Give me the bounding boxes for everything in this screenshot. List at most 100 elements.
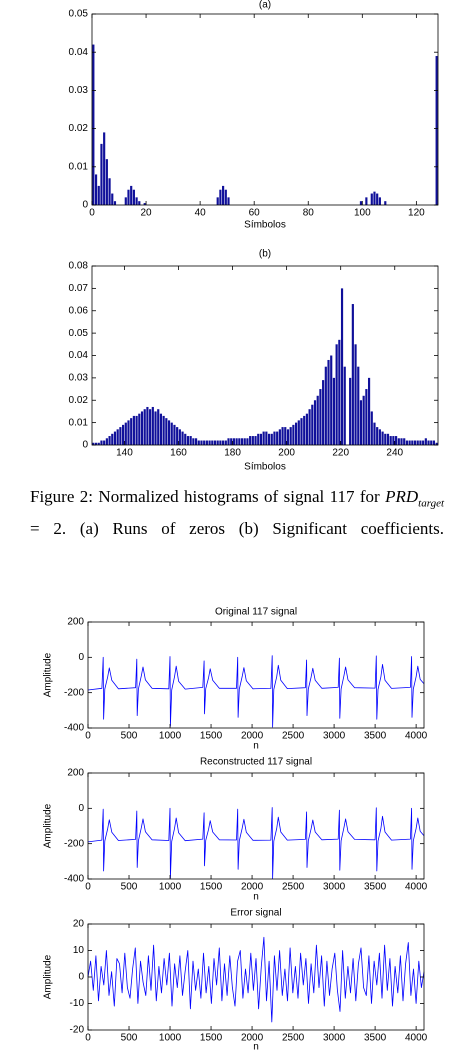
bar [419,440,422,445]
y-tick-label: 200 [67,768,84,779]
x-axis-label: Símbolos [244,462,286,473]
x-tick-label: 80 [303,208,315,219]
bar [359,400,363,445]
x-tick-label: 160 [170,448,187,459]
bar [267,433,271,445]
y-axis-label: Amplitude [43,652,54,697]
bar [295,422,298,445]
bar [113,431,117,445]
bar [378,429,381,445]
y-axis-label: Amplitude [43,954,54,999]
bar [216,197,219,205]
bar [132,189,135,205]
y-axis-label: Amplitude [43,803,54,848]
bar [251,436,254,445]
bar [159,413,163,445]
bar [176,427,179,445]
bar [254,436,257,445]
x-tick-label: 2500 [282,1033,305,1044]
bar [135,415,138,445]
y-tick-label: 0.03 [69,373,89,384]
bar [378,197,381,205]
bar [227,438,230,445]
bar [189,436,192,445]
x-tick-label: 4000 [405,882,428,893]
bar [222,185,225,205]
bar [297,420,300,445]
bar [338,339,341,445]
bar [313,400,317,445]
y-tick-label: -20 [70,1025,85,1036]
bar [303,415,306,445]
y-tick-label: 0.05 [69,9,89,20]
y-tick-label: 0 [78,803,84,814]
bar [92,44,95,206]
bar [397,438,400,445]
bar [224,440,227,445]
x-tick-label: 2000 [241,1033,264,1044]
bar [100,440,103,445]
bar [411,440,414,445]
x-tick-label: 1500 [200,731,223,742]
bar [403,438,406,445]
x-tick-label: 60 [249,208,261,219]
bar [203,440,206,445]
y-tick-label: 0.05 [69,328,89,339]
bar [278,429,281,445]
bar [408,440,411,445]
bar [132,415,135,445]
bar [292,424,295,445]
bar [108,436,111,445]
signal-line [87,936,425,1023]
x-tick-label: 2500 [282,882,305,893]
bar [232,438,235,445]
bar [370,411,373,445]
bar [392,436,395,445]
bar [432,440,436,445]
y-tick-label: 0.04 [69,350,89,361]
bar [146,406,149,445]
bar [365,389,368,445]
bar [205,440,208,445]
y-tick-label: 0.02 [69,123,89,134]
x-tick-label: 1500 [200,882,223,893]
bar [167,420,171,445]
bar [281,427,284,445]
bar [351,304,354,445]
y-tick-label: 0.06 [69,305,89,316]
signal-line [87,655,425,728]
y-tick-label: 10 [73,945,85,956]
bar [173,424,176,445]
bar [97,442,100,445]
bar [262,431,265,445]
x-tick-label: 220 [332,448,349,459]
bar [178,429,181,445]
caption-text: Normalized histograms of signal 117 for [98,487,380,506]
chart-title: Reconstructed 117 signal [200,757,312,768]
y-tick-label: 0 [82,200,88,211]
plot-area [92,14,438,205]
x-tick-label: 140 [116,448,133,459]
bar [186,436,190,445]
bar [94,174,98,205]
bar [354,344,357,445]
bar [184,433,187,445]
y-tick-label: 0.03 [69,85,89,96]
bar [311,404,314,445]
bar [213,440,217,445]
bar [265,431,268,445]
bar [140,411,144,445]
bar [124,422,127,445]
bar [400,438,403,445]
bar [249,436,252,445]
x-tick-label: 120 [408,208,425,219]
bar [340,288,344,445]
bar [135,197,138,205]
bar [240,438,244,445]
bar [330,355,333,445]
x-tick-label: 500 [121,1033,138,1044]
bar [259,433,263,445]
bar [349,377,352,445]
bar [289,427,292,445]
